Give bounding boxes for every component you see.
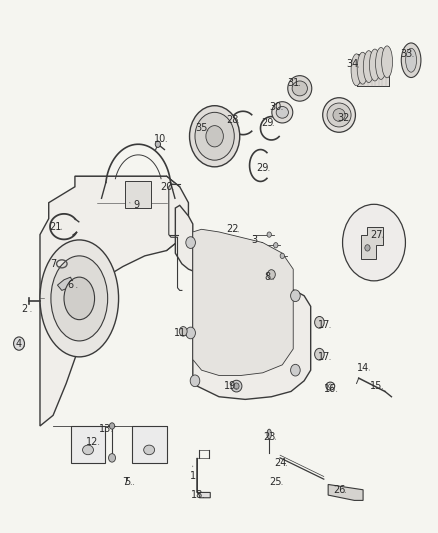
Text: 2: 2 <box>21 304 28 314</box>
Ellipse shape <box>272 102 293 123</box>
Polygon shape <box>132 426 166 463</box>
Text: 31: 31 <box>287 78 299 88</box>
Text: 28: 28 <box>226 115 238 125</box>
Ellipse shape <box>357 52 368 84</box>
Ellipse shape <box>274 243 278 248</box>
Ellipse shape <box>186 327 195 339</box>
Text: 6: 6 <box>67 280 74 290</box>
Text: 29: 29 <box>257 163 269 173</box>
Ellipse shape <box>110 423 115 429</box>
Ellipse shape <box>40 240 119 357</box>
Text: 21: 21 <box>49 222 61 232</box>
Ellipse shape <box>363 51 374 83</box>
Ellipse shape <box>64 277 95 320</box>
Ellipse shape <box>179 327 187 336</box>
Ellipse shape <box>280 253 285 259</box>
Text: 7: 7 <box>122 477 128 487</box>
Text: 30: 30 <box>270 102 282 112</box>
Text: 22: 22 <box>226 224 238 235</box>
Ellipse shape <box>231 380 242 392</box>
Ellipse shape <box>234 383 239 389</box>
Text: 24: 24 <box>274 458 286 468</box>
Polygon shape <box>361 227 383 259</box>
Polygon shape <box>175 205 311 399</box>
Ellipse shape <box>327 103 351 127</box>
Ellipse shape <box>155 141 160 148</box>
Ellipse shape <box>267 232 272 237</box>
Ellipse shape <box>401 43 421 77</box>
Ellipse shape <box>268 270 276 279</box>
Text: 25: 25 <box>269 477 282 487</box>
Text: 15: 15 <box>370 381 382 391</box>
Text: 13: 13 <box>99 424 112 434</box>
Text: 10: 10 <box>154 134 166 144</box>
Ellipse shape <box>333 109 345 122</box>
Ellipse shape <box>375 47 386 79</box>
Ellipse shape <box>144 445 155 455</box>
Ellipse shape <box>267 429 272 439</box>
Ellipse shape <box>51 256 108 341</box>
Ellipse shape <box>190 106 240 167</box>
Text: 11: 11 <box>173 328 186 338</box>
Ellipse shape <box>206 126 223 147</box>
Ellipse shape <box>292 81 307 96</box>
Bar <box>357 54 389 86</box>
Text: 29: 29 <box>261 118 273 128</box>
Ellipse shape <box>314 317 324 328</box>
Text: 34: 34 <box>346 60 358 69</box>
Ellipse shape <box>290 290 300 302</box>
Text: 27: 27 <box>370 230 382 240</box>
Ellipse shape <box>14 337 25 350</box>
Polygon shape <box>57 277 73 290</box>
Text: 7: 7 <box>50 259 56 269</box>
Ellipse shape <box>109 454 116 462</box>
Ellipse shape <box>276 107 288 118</box>
Ellipse shape <box>351 54 362 86</box>
Text: 23: 23 <box>263 432 276 442</box>
Ellipse shape <box>190 375 200 386</box>
Polygon shape <box>71 426 106 463</box>
Bar <box>125 181 151 208</box>
Text: 18: 18 <box>191 490 203 500</box>
Text: 9: 9 <box>133 200 139 211</box>
Text: 3: 3 <box>251 235 257 245</box>
Text: 17: 17 <box>318 352 330 362</box>
Text: 33: 33 <box>401 49 413 59</box>
Text: 5: 5 <box>124 477 131 487</box>
Text: 17: 17 <box>318 320 330 330</box>
Text: 14: 14 <box>357 362 369 373</box>
Ellipse shape <box>406 49 417 72</box>
Ellipse shape <box>381 46 392 78</box>
Text: 4: 4 <box>15 338 21 349</box>
Text: 16: 16 <box>324 384 336 394</box>
Ellipse shape <box>314 349 324 360</box>
Ellipse shape <box>365 245 370 251</box>
Text: 26: 26 <box>333 485 345 495</box>
Text: 8: 8 <box>264 272 270 282</box>
Ellipse shape <box>323 98 356 132</box>
Text: 35: 35 <box>195 123 208 133</box>
Text: 20: 20 <box>160 182 173 192</box>
Text: 1: 1 <box>190 472 196 481</box>
Ellipse shape <box>82 445 93 455</box>
Ellipse shape <box>195 112 234 160</box>
Polygon shape <box>40 176 188 426</box>
Text: 32: 32 <box>337 112 350 123</box>
Ellipse shape <box>369 49 380 81</box>
Text: 19: 19 <box>224 381 236 391</box>
Polygon shape <box>197 458 210 498</box>
Ellipse shape <box>288 76 312 101</box>
Ellipse shape <box>186 237 195 248</box>
Polygon shape <box>328 484 363 500</box>
Ellipse shape <box>290 365 300 376</box>
Text: 12: 12 <box>86 437 99 447</box>
Circle shape <box>343 204 406 281</box>
Polygon shape <box>193 229 293 375</box>
